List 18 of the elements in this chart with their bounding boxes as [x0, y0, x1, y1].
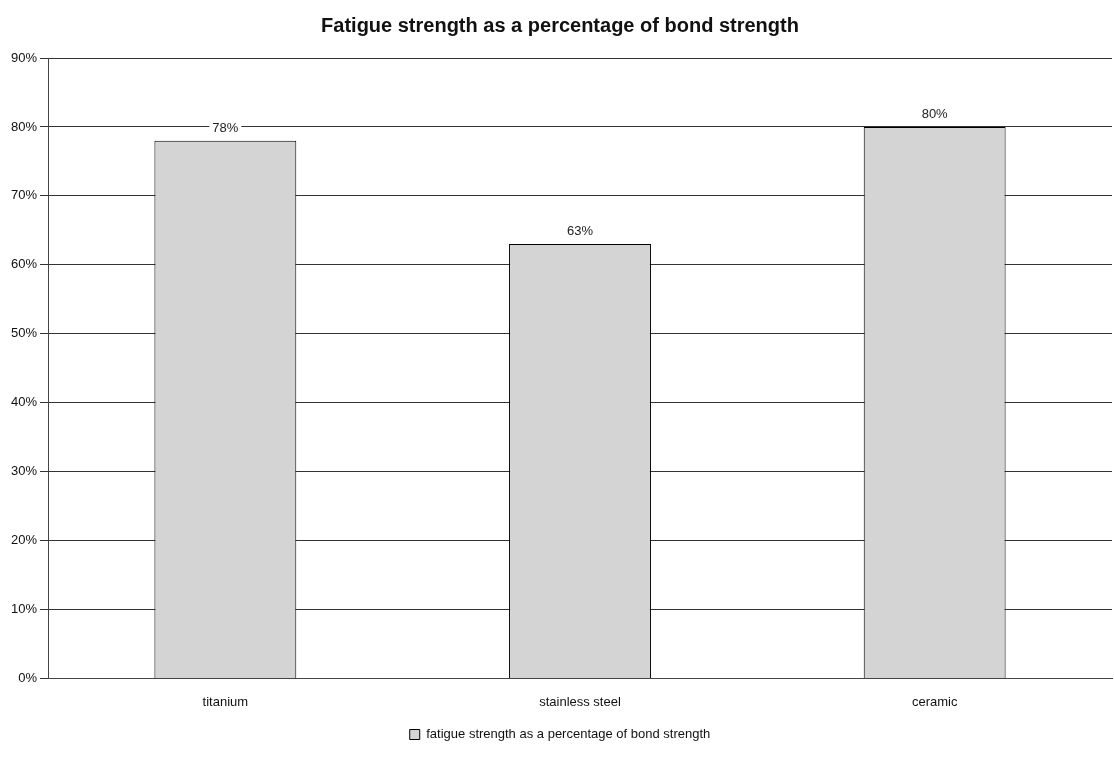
y-tick-label: 10% — [10, 601, 38, 617]
y-tick-label: 20% — [10, 532, 38, 548]
y-tick-label: 50% — [10, 325, 38, 341]
x-tick-label: ceramic — [911, 693, 958, 709]
data-label: 78% — [212, 119, 239, 135]
x-tick-label: stainless steel — [539, 693, 621, 709]
y-tick-label: 60% — [10, 256, 38, 272]
x-tick-label: titanium — [202, 693, 249, 709]
y-tick-label: 90% — [10, 49, 38, 65]
legend-label: fatigue strength as a percentage of bond strength — [426, 726, 711, 742]
y-tick-label: 30% — [10, 463, 38, 479]
y-tick-label: 0% — [18, 669, 38, 685]
y-tick-label: 80% — [10, 118, 38, 134]
y-tick-label: 70% — [10, 187, 38, 203]
chart-title: Fatigue strength as a percentage of bond strength — [321, 13, 799, 36]
data-label: 80% — [921, 106, 949, 122]
y-tick-label: 40% — [10, 394, 38, 410]
data-label: 63% — [566, 223, 594, 239]
